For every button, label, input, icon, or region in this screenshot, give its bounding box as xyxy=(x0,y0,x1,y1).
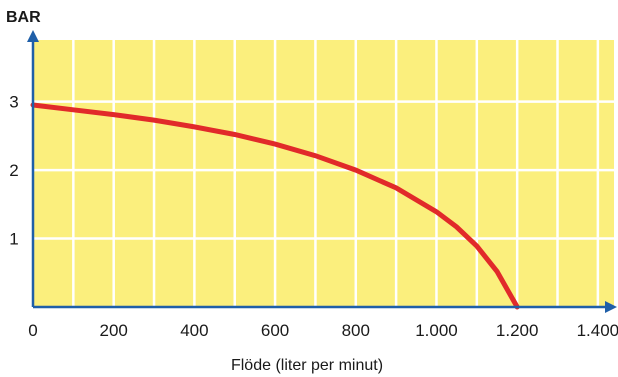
plot-background xyxy=(33,40,614,307)
x-tick-label: 0 xyxy=(28,321,37,340)
axes xyxy=(27,30,617,313)
y-tick-labels: 1 2 3 xyxy=(9,93,18,249)
x-tick-label: 1.400 xyxy=(577,321,618,340)
x-axis-title: Flöde (liter per minut) xyxy=(231,357,383,374)
y-tick-label: 3 xyxy=(9,93,18,112)
pressure-curve xyxy=(30,102,520,310)
x-tick-label: 1.000 xyxy=(415,321,458,340)
y-axis-title: BAR xyxy=(6,9,41,26)
x-tick-labels: 0 200 400 600 800 1.000 1.200 1.400 xyxy=(28,321,618,340)
y-tick-label: 2 xyxy=(9,161,18,180)
y-axis-arrow-icon xyxy=(27,30,39,42)
grid xyxy=(33,40,614,307)
x-tick-label: 200 xyxy=(100,321,128,340)
x-tick-label: 1.200 xyxy=(496,321,539,340)
y-tick-label: 1 xyxy=(9,230,18,249)
x-tick-label: 800 xyxy=(342,321,370,340)
x-tick-label: 600 xyxy=(261,321,289,340)
x-tick-label: 400 xyxy=(180,321,208,340)
x-axis-arrow-icon xyxy=(605,301,617,313)
